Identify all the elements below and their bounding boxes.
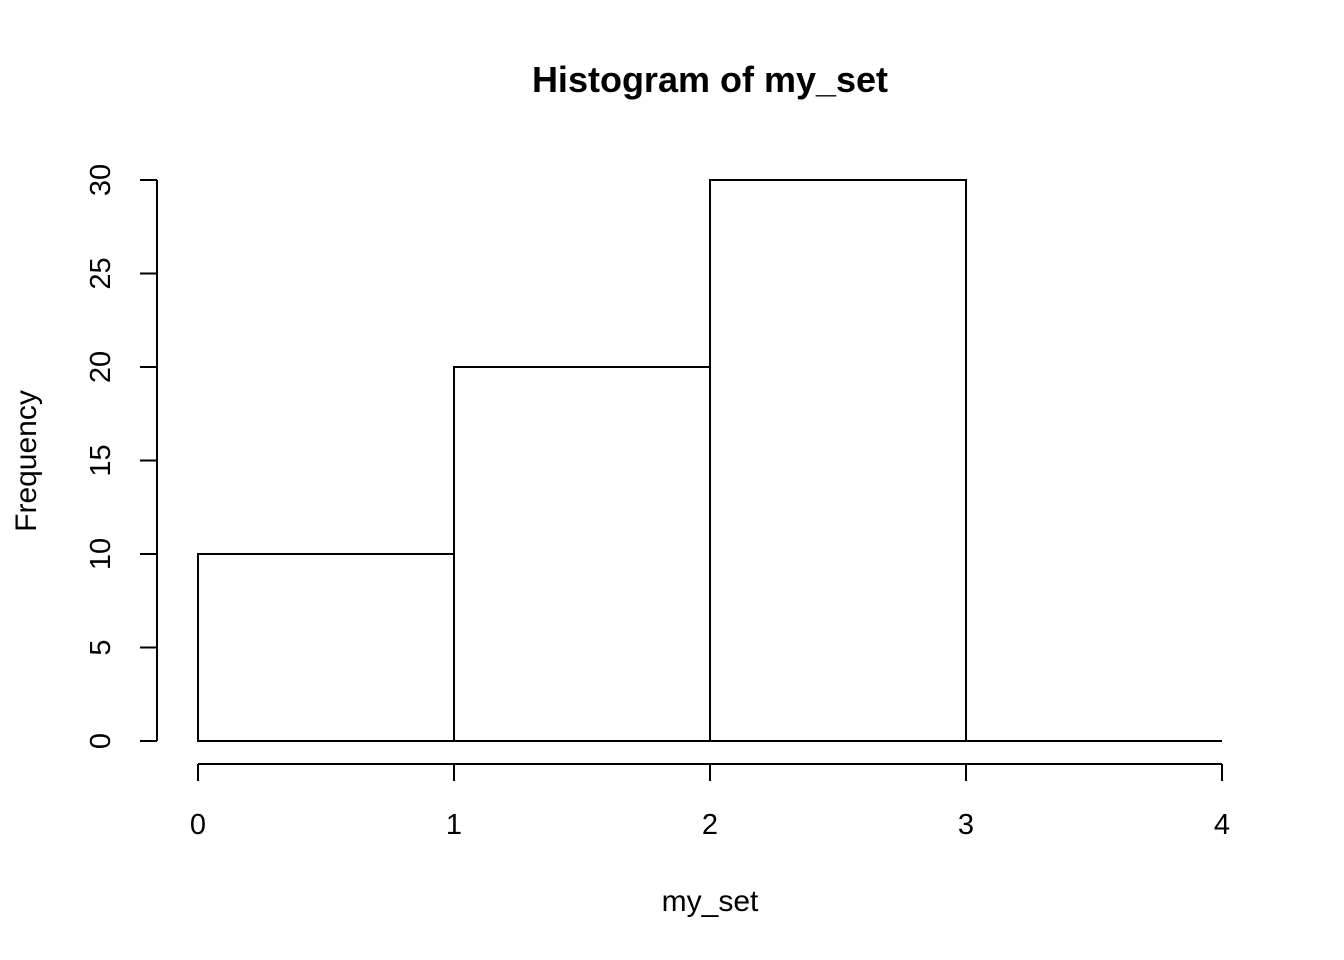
x-tick-label: 3 [958, 809, 974, 841]
histogram-bars [197, 179, 1222, 742]
x-tick-label: 2 [702, 809, 718, 841]
histogram-bar [453, 366, 711, 742]
chart-title: Histogram of my_set [532, 59, 888, 100]
y-axis-label: Frequency [10, 390, 43, 532]
y-tick-label: 15 [85, 444, 117, 476]
y-tick-label: 25 [85, 257, 117, 289]
y-tick-label: 5 [85, 639, 117, 655]
y-tick-label: 20 [85, 351, 117, 383]
y-tick-label: 10 [85, 538, 117, 570]
histogram-bar [709, 179, 967, 742]
y-tick-label: 0 [85, 733, 117, 749]
y-tick-label: 30 [85, 164, 117, 196]
x-tick-label: 4 [1214, 809, 1230, 841]
x-axis-label: my_set [662, 885, 759, 918]
x-tick-label: 0 [190, 809, 206, 841]
x-axis: 0 1 2 3 4 [190, 763, 1230, 841]
histogram-bar [197, 553, 455, 742]
y-axis: 0 5 10 15 20 25 30 [85, 164, 158, 749]
x-tick-label: 1 [446, 809, 462, 841]
